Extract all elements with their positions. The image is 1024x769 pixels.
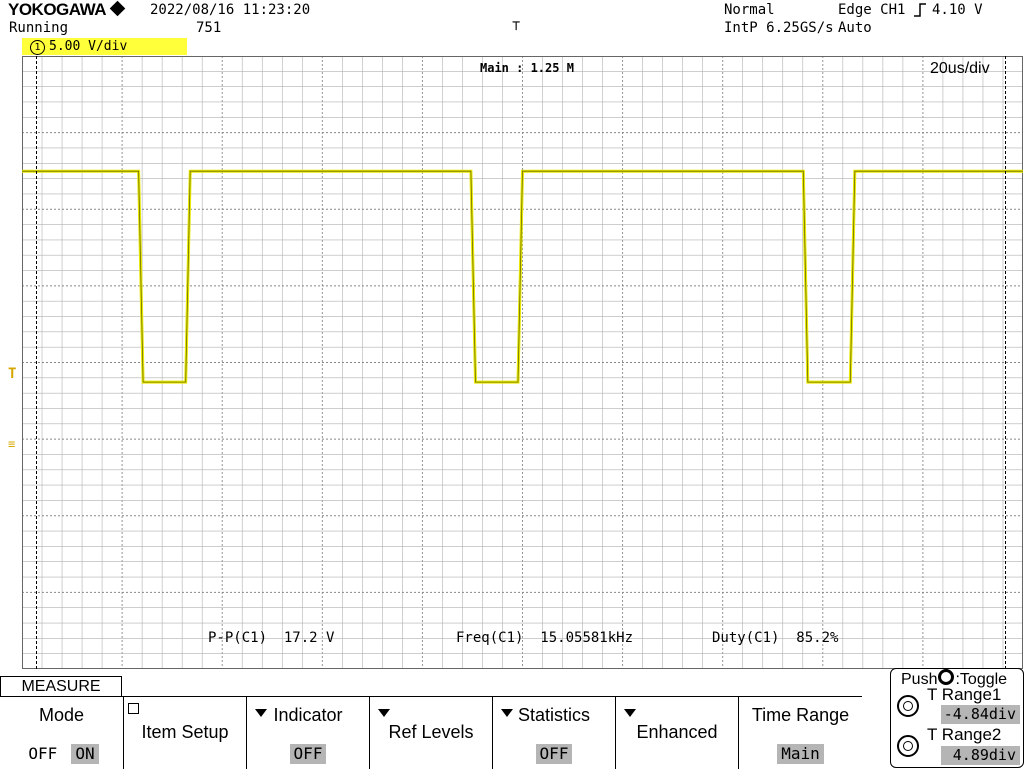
brand-diamond-icon xyxy=(109,0,126,17)
range2-label: T Range2 xyxy=(927,725,1002,744)
menu-arrow-icon xyxy=(378,709,390,717)
statistics-softkey[interactable]: Statistics OFF xyxy=(493,697,616,769)
range1-value: -4.84div xyxy=(941,705,1020,724)
mode-off: OFF xyxy=(28,744,58,763)
time-range-panel: Push:Toggle T Range1 -4.84div T Range2 4… xyxy=(890,668,1024,768)
ref-levels-label: Ref Levels xyxy=(388,722,474,742)
cursor-line-right[interactable] xyxy=(1005,56,1006,669)
brand-logo: YOKOGAWA xyxy=(8,0,126,18)
mode-softkey[interactable]: Mode OFF ON xyxy=(0,697,124,769)
indicator-value: OFF xyxy=(289,744,327,764)
measurement-pp: P-P(C1) 17.2 V xyxy=(208,630,335,646)
trigger-level: 4.10 V xyxy=(932,2,983,18)
statistics-value: OFF xyxy=(535,744,573,764)
menu-arrow-icon xyxy=(255,709,267,717)
acquisition-count: 751 xyxy=(196,20,222,36)
rising-edge-icon xyxy=(914,3,926,17)
enhanced-softkey[interactable]: Enhanced xyxy=(616,697,739,769)
sample-rate: IntP 6.25GS/s xyxy=(724,20,834,36)
trigger-level-marker: T xyxy=(8,366,17,382)
cursor-line-left[interactable] xyxy=(36,56,37,669)
item-setup-label: Item Setup xyxy=(141,722,229,742)
timebase: 20us/div xyxy=(930,60,990,77)
trigger-position-icon: ⊤ xyxy=(512,18,521,34)
ground-level-marker: ≡ xyxy=(8,437,16,451)
run-status: Running xyxy=(9,20,69,36)
range1-label: T Range1 xyxy=(927,685,1002,704)
panel-header: Push:Toggle xyxy=(901,669,1008,688)
menu-arrow-icon xyxy=(624,709,636,717)
graticule xyxy=(22,56,1023,669)
trigger-auto: Auto xyxy=(838,20,872,36)
time-range-title: Time Range xyxy=(751,705,850,725)
indicator-softkey[interactable]: Indicator OFF xyxy=(247,697,370,769)
menu-tab-measure: MEASURE xyxy=(0,676,122,696)
graticule-border xyxy=(22,56,1023,669)
mode-values: OFF ON xyxy=(0,743,123,764)
statistics-title: Statistics xyxy=(517,705,591,725)
channel-scale-badge[interactable]: 1 5.00 V/div xyxy=(22,38,187,55)
time-range-softkey[interactable]: Time Range Main xyxy=(739,697,862,769)
time-range-value: Main xyxy=(777,744,824,764)
waveform-display xyxy=(22,56,1023,669)
range2-knob-icon[interactable] xyxy=(897,735,919,757)
trigger-mode: Normal xyxy=(724,2,775,18)
trigger-type: Edge CH1 xyxy=(838,2,906,18)
menu-arrow-icon xyxy=(501,709,513,717)
mode-title: Mode xyxy=(38,705,85,725)
enhanced-label: Enhanced xyxy=(636,722,718,742)
mode-on: ON xyxy=(71,744,99,764)
measurement-duty: Duty(C1) 85.2% xyxy=(712,630,839,646)
setup-icon xyxy=(128,703,139,714)
range2-value: 4.89div xyxy=(941,746,1020,765)
measurement-freq: Freq(C1) 15.05581kHz xyxy=(456,630,634,646)
item-setup-softkey[interactable]: Item Setup xyxy=(124,697,247,769)
channel-number: 1 xyxy=(30,40,45,55)
softkey-bar: Mode OFF ON Item Setup Indicator OFF Ref… xyxy=(0,696,862,769)
main-length: Main : 1.25 M xyxy=(480,61,574,75)
channel-scale: 5.00 V/div xyxy=(49,39,128,54)
indicator-title: Indicator xyxy=(273,705,343,725)
range1-knob-icon[interactable] xyxy=(897,695,919,717)
push-knob-icon xyxy=(938,669,955,685)
ch1-trace-core xyxy=(22,170,1023,383)
datetime: 2022/08/16 11:23:20 xyxy=(150,2,311,18)
ref-levels-softkey[interactable]: Ref Levels xyxy=(370,697,493,769)
